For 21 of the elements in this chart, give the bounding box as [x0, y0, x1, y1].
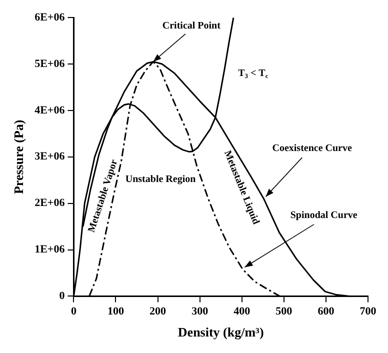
x-tick-label: 300	[192, 306, 209, 318]
y-tick-label: 1E+06	[34, 244, 66, 256]
y-tick-label: 6E+06	[34, 11, 66, 24]
x-tick-label: 700	[360, 306, 377, 318]
x-axis-title: Density (kg/m³)	[178, 324, 264, 340]
y-axis-title: Pressure (Pa)	[11, 120, 26, 194]
x-tick-label: 500	[276, 306, 293, 318]
y-tick-label: 4E+06	[34, 104, 66, 116]
y-tick-label: 5E+06	[34, 58, 66, 70]
x-tick-label: 0	[70, 306, 77, 318]
x-tick-label: 400	[234, 306, 251, 318]
y-tick-label: 3E+06	[34, 150, 66, 163]
x-tick-label: 100	[107, 306, 124, 318]
x-tick-label: 600	[318, 306, 335, 318]
y-tick-label: 2E+06	[34, 197, 66, 210]
x-tick-label: 200	[150, 306, 167, 318]
annotation: Critical Point	[162, 20, 222, 32]
y-tick-label: 0	[59, 290, 66, 302]
text: Spinodal Curve	[290, 210, 358, 221]
text: Coexistence Curve	[272, 143, 352, 154]
annotation: Unstable Region	[125, 174, 196, 185]
